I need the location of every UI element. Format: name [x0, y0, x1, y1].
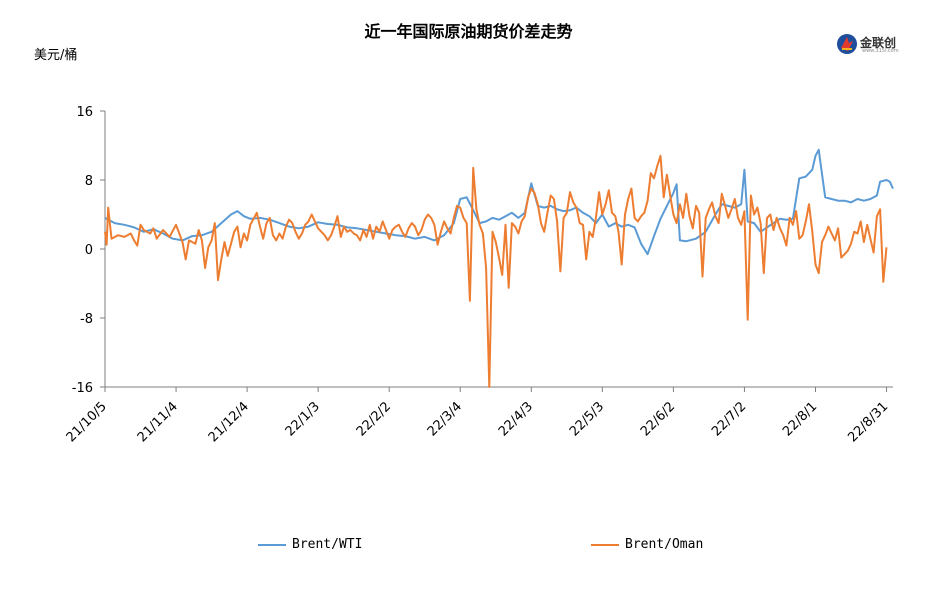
- x-tick-label: 21/10/5: [64, 399, 110, 445]
- legend-label-brent-wti: Brent/WTI: [292, 537, 363, 552]
- x-tick-label: 22/1/3: [283, 399, 323, 439]
- x-tick-label: 22/3/4: [425, 399, 465, 439]
- chart-series: [104, 148, 894, 388]
- x-tick-label: 22/6/2: [638, 399, 678, 439]
- x-tick-label: 22/8/1: [780, 399, 820, 439]
- brand-logo: 金联创 www.315i.com: [836, 33, 916, 57]
- chart-title: 近一年国际原油期货价差走势: [364, 22, 573, 41]
- x-tick-label: 21/12/4: [206, 399, 252, 445]
- y-tick-label: 16: [76, 105, 93, 120]
- x-tick-label: 22/2/2: [354, 399, 394, 439]
- chart-tick-labels: 16 8 0 -8 -16 21/10/5 21/11/4 21/12/4 22/1/3 22/2…: [64, 105, 892, 445]
- y-axis-unit-label: 美元/桶: [34, 48, 78, 63]
- series-line-brent-oman: [104, 154, 888, 388]
- chart-axes: [100, 110, 893, 392]
- legend-swatch-brent-oman: [591, 543, 619, 546]
- legend-swatch-brent-wti: [258, 543, 286, 546]
- x-tick-label: 21/11/4: [135, 399, 181, 445]
- x-tick-label: 22/5/3: [567, 399, 607, 439]
- brand-logo-text: 金联创: [860, 36, 897, 50]
- legend-item-brent-wti[interactable]: Brent/WTI: [258, 537, 362, 552]
- y-tick-label: 0: [85, 243, 93, 258]
- x-tick-label: 22/4/3: [496, 399, 536, 439]
- x-tick-label: 22/7/2: [709, 399, 749, 439]
- series-line-brent-wti: [104, 148, 894, 256]
- legend-item-brent-oman[interactable]: Brent/Oman: [591, 537, 703, 552]
- legend-label-brent-oman: Brent/Oman: [625, 537, 704, 552]
- y-tick-label: -8: [80, 312, 93, 327]
- brand-logo-icon: [837, 34, 857, 54]
- brand-logo-url: www.315i.com: [862, 48, 899, 54]
- x-tick-label: 22/8/31: [845, 399, 891, 445]
- y-tick-label: 8: [85, 174, 93, 189]
- y-tick-label: -16: [72, 381, 93, 396]
